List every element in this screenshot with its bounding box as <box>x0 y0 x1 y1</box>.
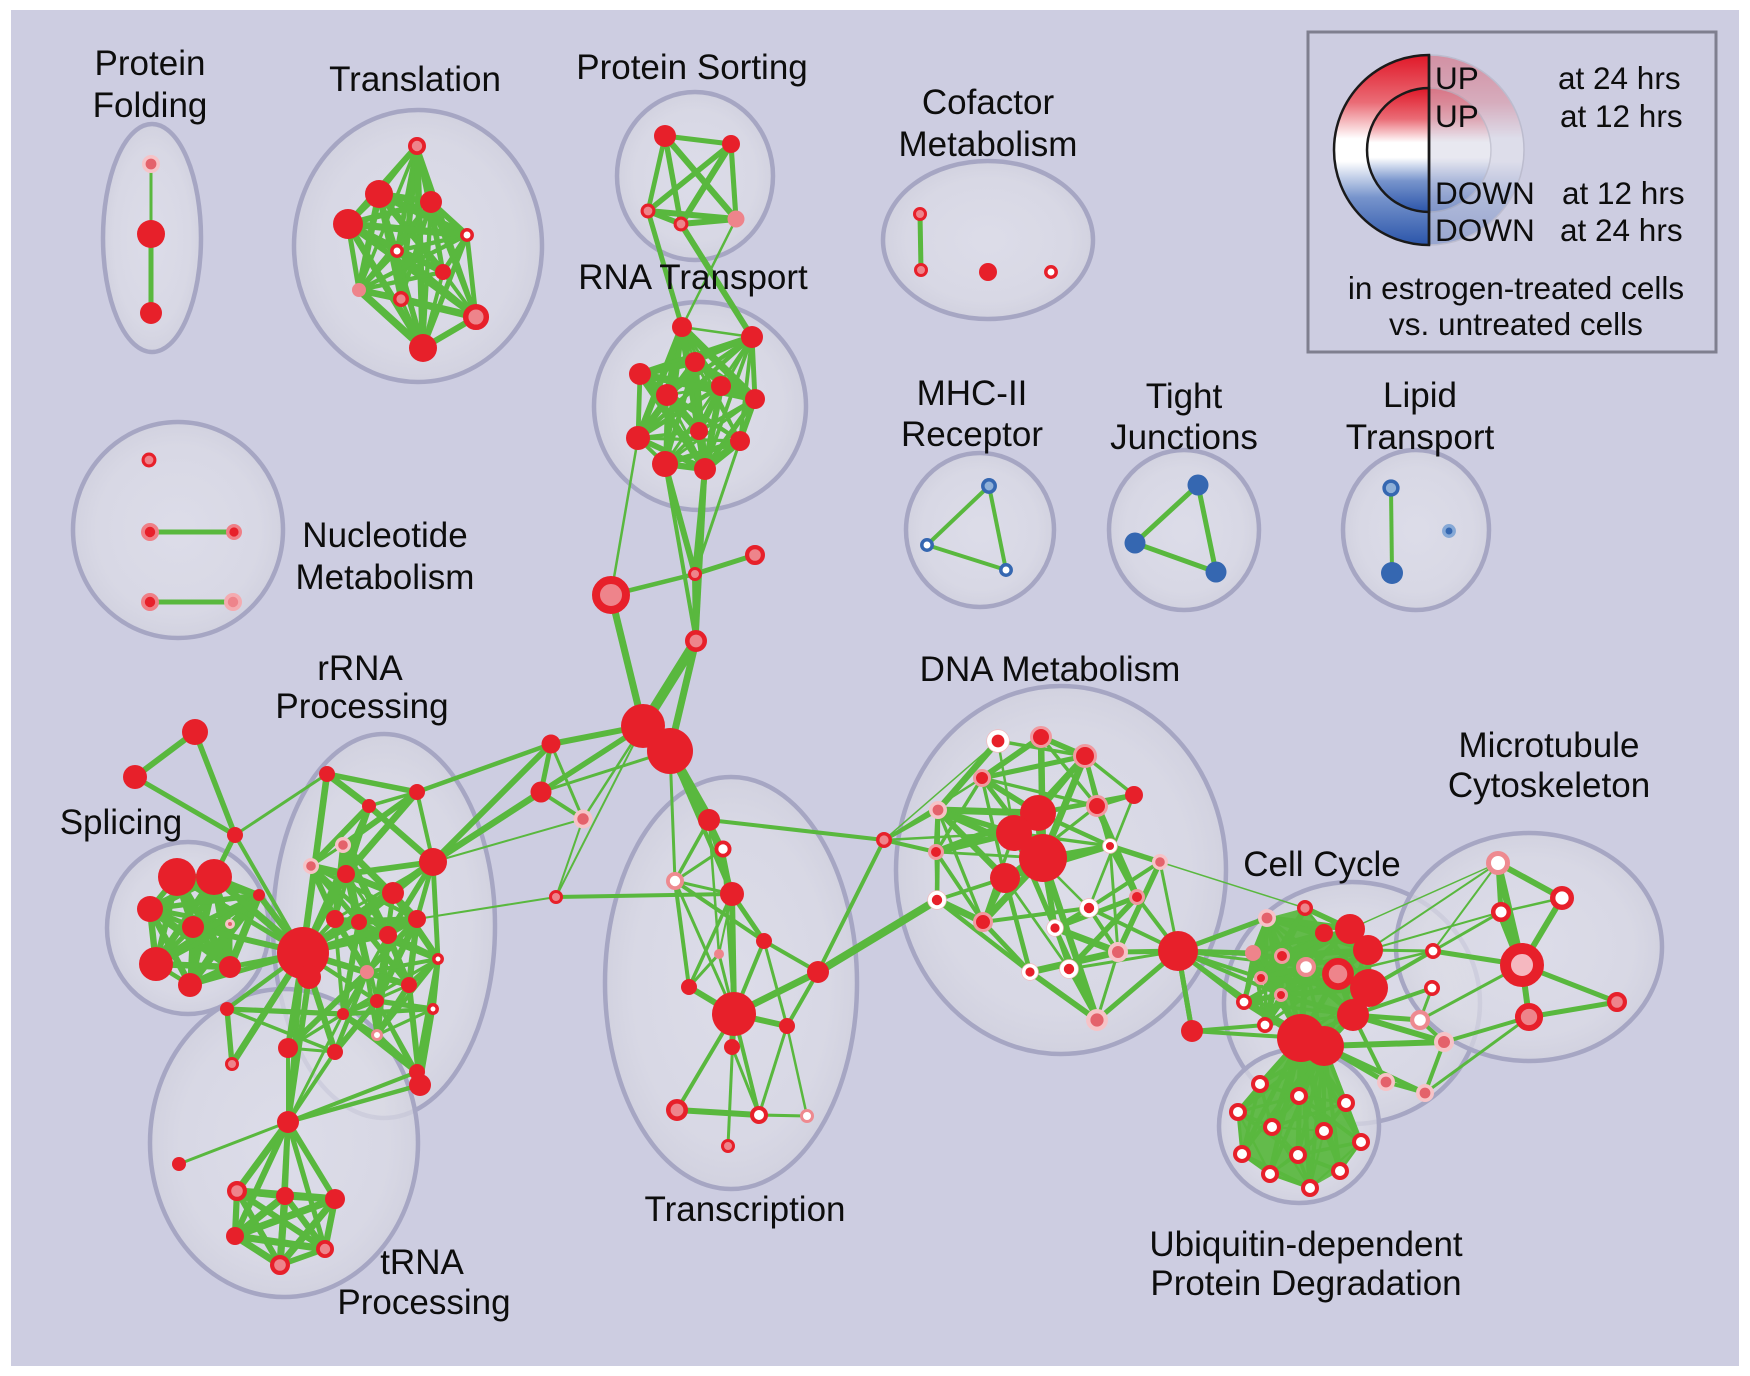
svg-text:Nucleotide: Nucleotide <box>302 516 467 555</box>
svg-text:Tight: Tight <box>1146 377 1223 416</box>
svg-text:Translation: Translation <box>329 60 501 99</box>
svg-text:Cell Cycle: Cell Cycle <box>1243 845 1401 884</box>
svg-text:DNA Metabolism: DNA Metabolism <box>920 650 1181 689</box>
svg-text:Receptor: Receptor <box>901 415 1043 454</box>
svg-text:DOWN: DOWN <box>1435 212 1535 248</box>
svg-text:Processing: Processing <box>337 1283 510 1322</box>
svg-text:Cytoskeleton: Cytoskeleton <box>1448 766 1650 805</box>
svg-text:Junctions: Junctions <box>1110 418 1258 457</box>
svg-text:Metabolism: Metabolism <box>296 558 475 597</box>
svg-text:at 12 hrs: at 12 hrs <box>1560 98 1683 134</box>
svg-text:MHC-II: MHC-II <box>917 374 1028 413</box>
svg-text:UP: UP <box>1435 98 1479 134</box>
svg-text:RNA Transport: RNA Transport <box>578 258 808 297</box>
svg-text:Protein Sorting: Protein Sorting <box>576 48 808 87</box>
svg-text:Folding: Folding <box>93 86 208 125</box>
svg-text:Metabolism: Metabolism <box>899 125 1078 164</box>
svg-text:at 24 hrs: at 24 hrs <box>1560 212 1683 248</box>
svg-text:Ubiquitin-dependent: Ubiquitin-dependent <box>1149 1225 1463 1264</box>
svg-text:UP: UP <box>1435 60 1479 96</box>
svg-text:DOWN: DOWN <box>1435 175 1535 211</box>
svg-text:rRNA: rRNA <box>317 649 403 688</box>
svg-text:Lipid: Lipid <box>1383 376 1457 415</box>
svg-text:Protein Degradation: Protein Degradation <box>1150 1264 1461 1303</box>
svg-text:at 24 hrs: at 24 hrs <box>1558 60 1681 96</box>
svg-text:Processing: Processing <box>275 687 448 726</box>
svg-text:at 12 hrs: at 12 hrs <box>1562 175 1685 211</box>
svg-text:Microtubule: Microtubule <box>1459 726 1640 765</box>
svg-text:tRNA: tRNA <box>380 1243 464 1282</box>
svg-text:Splicing: Splicing <box>60 803 183 842</box>
svg-text:in estrogen-treated cells: in estrogen-treated cells <box>1348 270 1684 306</box>
svg-text:Transport: Transport <box>1346 418 1495 457</box>
svg-text:Protein: Protein <box>95 44 206 83</box>
svg-text:Transcription: Transcription <box>645 1190 846 1229</box>
svg-text:Cofactor: Cofactor <box>922 83 1055 122</box>
svg-text:vs. untreated cells: vs. untreated cells <box>1389 306 1643 342</box>
